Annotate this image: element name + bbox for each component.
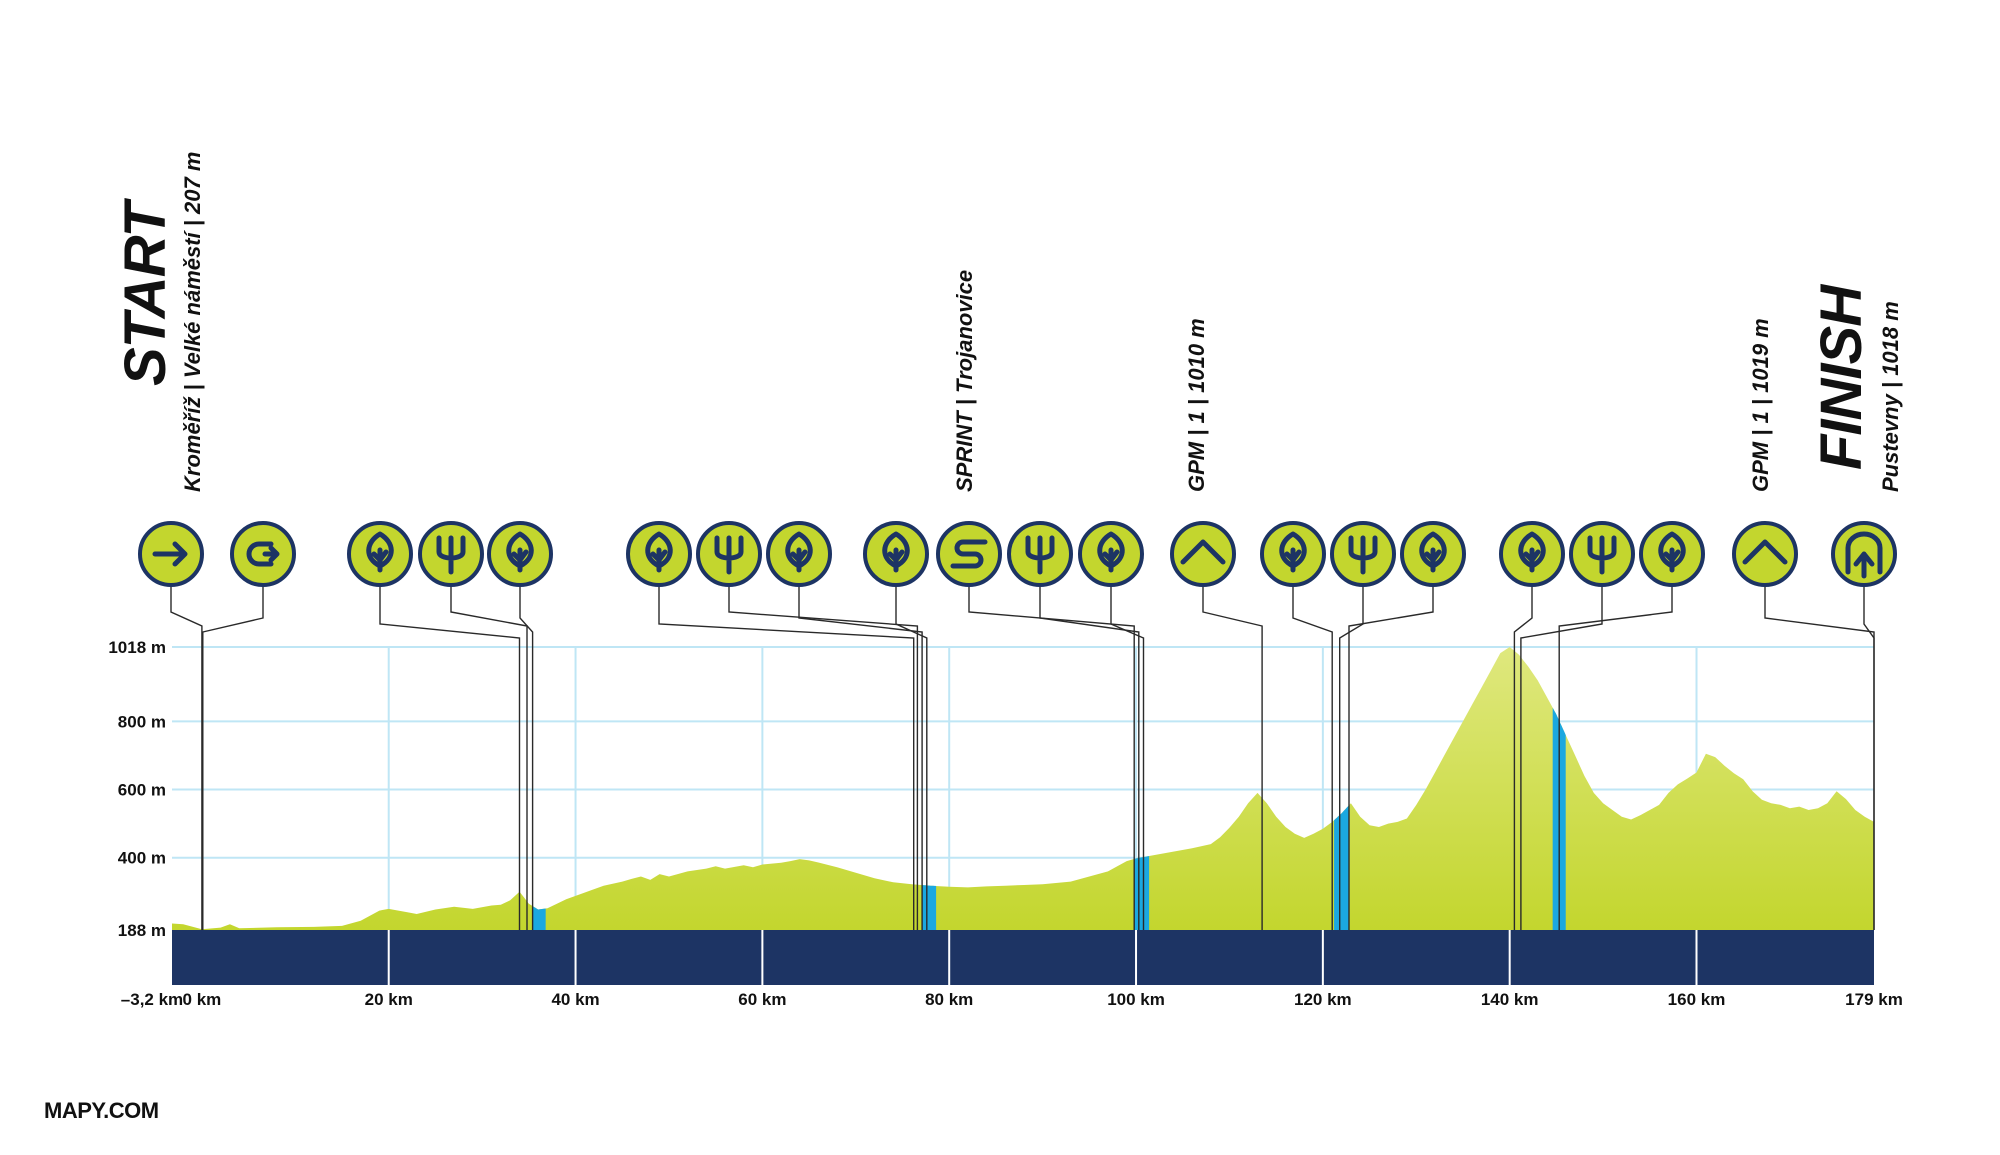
gpm-icon-glyph: [1742, 539, 1788, 565]
marker-leader-line: [1863, 585, 1875, 930]
sprint-icon: [936, 521, 1002, 587]
x-tick-label: 100 km: [1107, 990, 1165, 1009]
climb-highlight: [1134, 856, 1150, 930]
marker-leader-line: [798, 585, 923, 930]
gpm-label-1: GPM | 1 | 1010 m: [1184, 318, 1209, 492]
neutral-start-icon: [230, 521, 296, 587]
fork-icon: [1330, 521, 1396, 587]
fork-icon: [418, 521, 484, 587]
climb-highlight: [1334, 805, 1350, 930]
feed-zone-icon-glyph: [1419, 531, 1447, 573]
x-tick-label: 40 km: [551, 990, 599, 1009]
feed-zone-icon: [766, 521, 832, 587]
x-tick-label: 80 km: [925, 990, 973, 1009]
start-arrow-icon-glyph: [152, 541, 188, 567]
x-tick-label: 0 km: [183, 990, 222, 1009]
marker-leader-line: [1339, 585, 1364, 930]
x-tick-label: 20 km: [365, 990, 413, 1009]
climb-highlight: [532, 906, 546, 930]
feed-zone-icon-glyph: [366, 531, 394, 573]
marker-leader-line: [895, 585, 928, 930]
y-tick-label: 188 m: [118, 921, 166, 940]
marker-leader-line: [450, 585, 528, 930]
gpm-icon: [1732, 521, 1798, 587]
feed-zone-icon: [487, 521, 553, 587]
marker-leader-line: [728, 585, 919, 930]
marker-leader-line: [170, 585, 203, 930]
feed-zone-icon: [1400, 521, 1466, 587]
feed-zone-icon: [626, 521, 692, 587]
feed-zone-icon-glyph: [1658, 531, 1686, 573]
elevation-area: [172, 647, 1874, 930]
marker-leader-line: [1039, 585, 1140, 930]
feed-zone-icon-glyph: [882, 531, 910, 573]
x-tick-label: –3,2 km: [121, 990, 183, 1009]
base-band: [172, 930, 1874, 985]
marker-leader-line: [1348, 585, 1434, 930]
x-tick-label: 120 km: [1294, 990, 1352, 1009]
sprint-label: SPRINT | Trojanovice: [952, 269, 977, 492]
finish-title: FINISH: [1809, 285, 1874, 470]
start-title: START: [113, 203, 178, 386]
fork-icon-glyph: [1587, 535, 1617, 575]
feed-zone-icon: [1260, 521, 1326, 587]
marker-leader-line: [379, 585, 521, 930]
fork-icon: [696, 521, 762, 587]
mapy-logo: MAPY.COM: [44, 1098, 159, 1124]
start-place-label: Kroměříž | Velké náměstí | 207 m: [180, 151, 205, 492]
feed-zone-icon: [347, 521, 413, 587]
feed-zone-icon-glyph: [785, 531, 813, 573]
feed-zone-icon-glyph: [1518, 531, 1546, 573]
neutral-start-icon-glyph: [246, 541, 280, 567]
x-tick-label: 160 km: [1668, 990, 1726, 1009]
marker-leader-line: [519, 585, 534, 930]
fork-icon-glyph: [436, 535, 466, 575]
marker-leader-line: [202, 585, 264, 930]
finish-icon: [1831, 521, 1897, 587]
marker-leader-line: [1520, 585, 1603, 930]
x-tick-label: 140 km: [1481, 990, 1539, 1009]
fork-icon-glyph: [1025, 535, 1055, 575]
gpm-icon: [1170, 521, 1236, 587]
marker-leader-line: [1202, 585, 1263, 930]
marker-leader-line: [1513, 585, 1533, 930]
y-tick-label: 400 m: [118, 849, 166, 868]
marker-circle: [1732, 521, 1798, 587]
fork-icon: [1007, 521, 1073, 587]
finish-icon-glyph: [1845, 531, 1883, 579]
y-tick-label: 1018 m: [108, 638, 166, 657]
y-tick-label: 600 m: [118, 781, 166, 800]
finish-place-label: Pustevny | 1018 m: [1878, 301, 1903, 492]
x-tick-label: 60 km: [738, 990, 786, 1009]
feed-zone-icon: [1078, 521, 1144, 587]
feed-zone-icon: [1639, 521, 1705, 587]
gpm-label-2: GPM | 1 | 1019 m: [1748, 318, 1773, 492]
fork-icon-glyph: [714, 535, 744, 575]
climb-highlight: [922, 885, 937, 930]
fork-icon: [1569, 521, 1635, 587]
marker-circle: [1170, 521, 1236, 587]
feed-zone-icon-glyph: [1279, 531, 1307, 573]
sprint-icon-glyph: [950, 539, 988, 569]
x-tick-label: 179 km: [1845, 990, 1903, 1009]
fork-icon-glyph: [1348, 535, 1378, 575]
feed-zone-icon-glyph: [1097, 531, 1125, 573]
feed-zone-icon-glyph: [645, 531, 673, 573]
marker-leader-line: [1558, 585, 1673, 930]
start-arrow-icon: [138, 521, 204, 587]
marker-leader-line: [658, 585, 915, 930]
feed-zone-icon: [863, 521, 929, 587]
y-tick-label: 800 m: [118, 712, 166, 731]
marker-leader-line: [1110, 585, 1145, 930]
marker-leader-line: [1292, 585, 1333, 930]
feed-zone-icon: [1499, 521, 1565, 587]
mapy-logo-text: MAPY.COM: [44, 1098, 159, 1123]
gpm-icon-glyph: [1180, 539, 1226, 565]
feed-zone-icon-glyph: [506, 531, 534, 573]
